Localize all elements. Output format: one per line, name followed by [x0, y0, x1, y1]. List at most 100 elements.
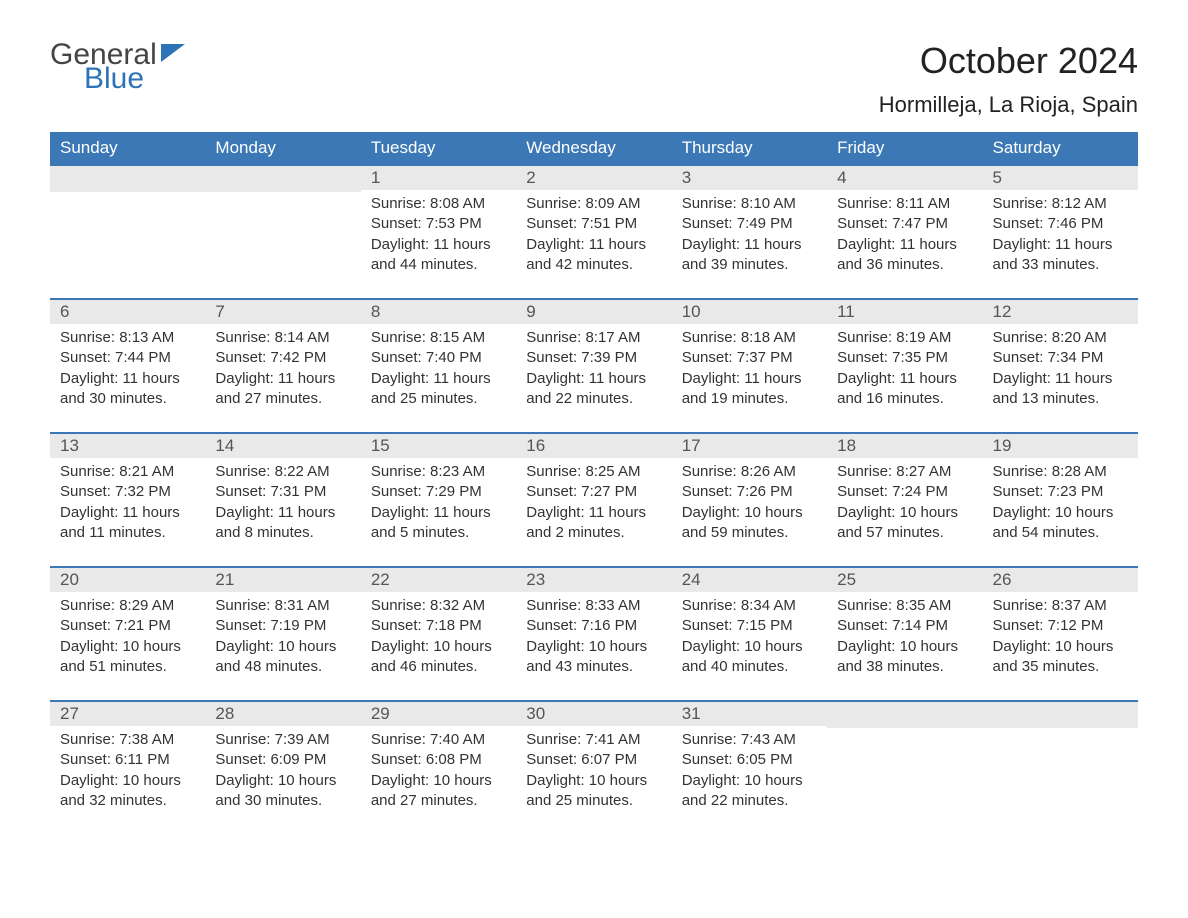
- day-body: Sunrise: 8:31 AMSunset: 7:19 PMDaylight:…: [205, 592, 360, 687]
- day-body: Sunrise: 8:19 AMSunset: 7:35 PMDaylight:…: [827, 324, 982, 419]
- sunset-text: Sunset: 7:26 PM: [682, 482, 817, 502]
- calendar-day: 25Sunrise: 8:35 AMSunset: 7:14 PMDayligh…: [827, 568, 982, 700]
- calendar-day: 23Sunrise: 8:33 AMSunset: 7:16 PMDayligh…: [516, 568, 671, 700]
- calendar-day: 18Sunrise: 8:27 AMSunset: 7:24 PMDayligh…: [827, 434, 982, 566]
- sunset-text: Sunset: 7:24 PM: [837, 482, 972, 502]
- sunset-text: Sunset: 7:39 PM: [526, 348, 661, 368]
- calendar-day: 19Sunrise: 8:28 AMSunset: 7:23 PMDayligh…: [983, 434, 1138, 566]
- day-header-row: SundayMondayTuesdayWednesdayThursdayFrid…: [50, 132, 1138, 164]
- calendar-day: 26Sunrise: 8:37 AMSunset: 7:12 PMDayligh…: [983, 568, 1138, 700]
- sunrise-text: Sunrise: 7:39 AM: [215, 730, 350, 750]
- daylight-text: Daylight: 10 hours and 59 minutes.: [682, 503, 817, 544]
- daylight-text: Daylight: 10 hours and 22 minutes.: [682, 771, 817, 812]
- daylight-text: Daylight: 11 hours and 39 minutes.: [682, 235, 817, 276]
- calendar-day: 13Sunrise: 8:21 AMSunset: 7:32 PMDayligh…: [50, 434, 205, 566]
- day-number: 29: [361, 702, 516, 726]
- calendar-day: 15Sunrise: 8:23 AMSunset: 7:29 PMDayligh…: [361, 434, 516, 566]
- logo-line2: Blue: [84, 64, 185, 94]
- sunrise-text: Sunrise: 8:12 AM: [993, 194, 1128, 214]
- day-number: 22: [361, 568, 516, 592]
- day-number: 26: [983, 568, 1138, 592]
- sunrise-text: Sunrise: 8:22 AM: [215, 462, 350, 482]
- sunrise-text: Sunrise: 8:33 AM: [526, 596, 661, 616]
- day-body: Sunrise: 8:27 AMSunset: 7:24 PMDaylight:…: [827, 458, 982, 553]
- daylight-text: Daylight: 11 hours and 42 minutes.: [526, 235, 661, 276]
- day-header: Tuesday: [361, 132, 516, 164]
- daylight-text: Daylight: 10 hours and 25 minutes.: [526, 771, 661, 812]
- day-body: Sunrise: 8:33 AMSunset: 7:16 PMDaylight:…: [516, 592, 671, 687]
- day-body: Sunrise: 8:10 AMSunset: 7:49 PMDaylight:…: [672, 190, 827, 285]
- calendar-day: 27Sunrise: 7:38 AMSunset: 6:11 PMDayligh…: [50, 702, 205, 834]
- sunset-text: Sunset: 7:44 PM: [60, 348, 195, 368]
- day-body: Sunrise: 8:22 AMSunset: 7:31 PMDaylight:…: [205, 458, 360, 553]
- day-body: Sunrise: 7:39 AMSunset: 6:09 PMDaylight:…: [205, 726, 360, 821]
- sunset-text: Sunset: 7:21 PM: [60, 616, 195, 636]
- day-number: 6: [50, 300, 205, 324]
- logo-flag-icon: [161, 44, 185, 62]
- day-number: 10: [672, 300, 827, 324]
- logo-text: General Blue: [50, 40, 185, 94]
- sunrise-text: Sunrise: 8:18 AM: [682, 328, 817, 348]
- day-number: 14: [205, 434, 360, 458]
- calendar-day: 16Sunrise: 8:25 AMSunset: 7:27 PMDayligh…: [516, 434, 671, 566]
- sunrise-text: Sunrise: 7:38 AM: [60, 730, 195, 750]
- day-header: Saturday: [983, 132, 1138, 164]
- daylight-text: Daylight: 11 hours and 30 minutes.: [60, 369, 195, 410]
- calendar-day: 7Sunrise: 8:14 AMSunset: 7:42 PMDaylight…: [205, 300, 360, 432]
- daylight-text: Daylight: 10 hours and 30 minutes.: [215, 771, 350, 812]
- calendar-day: 28Sunrise: 7:39 AMSunset: 6:09 PMDayligh…: [205, 702, 360, 834]
- sunrise-text: Sunrise: 8:28 AM: [993, 462, 1128, 482]
- sunset-text: Sunset: 6:08 PM: [371, 750, 506, 770]
- sunrise-text: Sunrise: 8:35 AM: [837, 596, 972, 616]
- day-body: Sunrise: 8:21 AMSunset: 7:32 PMDaylight:…: [50, 458, 205, 553]
- sunset-text: Sunset: 7:15 PM: [682, 616, 817, 636]
- sunrise-text: Sunrise: 8:14 AM: [215, 328, 350, 348]
- calendar-day: 2Sunrise: 8:09 AMSunset: 7:51 PMDaylight…: [516, 166, 671, 298]
- sunset-text: Sunset: 6:05 PM: [682, 750, 817, 770]
- calendar-day: 31Sunrise: 7:43 AMSunset: 6:05 PMDayligh…: [672, 702, 827, 834]
- daylight-text: Daylight: 11 hours and 2 minutes.: [526, 503, 661, 544]
- daylight-text: Daylight: 11 hours and 27 minutes.: [215, 369, 350, 410]
- day-body: Sunrise: 8:28 AMSunset: 7:23 PMDaylight:…: [983, 458, 1138, 553]
- day-number: 30: [516, 702, 671, 726]
- day-number: 5: [983, 166, 1138, 190]
- sunrise-text: Sunrise: 7:43 AM: [682, 730, 817, 750]
- sunrise-text: Sunrise: 8:10 AM: [682, 194, 817, 214]
- daylight-text: Daylight: 11 hours and 33 minutes.: [993, 235, 1128, 276]
- month-title: October 2024: [879, 40, 1138, 82]
- sunrise-text: Sunrise: 8:29 AM: [60, 596, 195, 616]
- day-header: Monday: [205, 132, 360, 164]
- sunset-text: Sunset: 7:47 PM: [837, 214, 972, 234]
- sunset-text: Sunset: 7:31 PM: [215, 482, 350, 502]
- day-body: Sunrise: 8:14 AMSunset: 7:42 PMDaylight:…: [205, 324, 360, 419]
- sunset-text: Sunset: 7:42 PM: [215, 348, 350, 368]
- daylight-text: Daylight: 10 hours and 48 minutes.: [215, 637, 350, 678]
- day-number: 16: [516, 434, 671, 458]
- sunset-text: Sunset: 7:19 PM: [215, 616, 350, 636]
- sunrise-text: Sunrise: 8:25 AM: [526, 462, 661, 482]
- sunrise-text: Sunrise: 8:11 AM: [837, 194, 972, 214]
- daylight-text: Daylight: 10 hours and 46 minutes.: [371, 637, 506, 678]
- sunset-text: Sunset: 7:16 PM: [526, 616, 661, 636]
- calendar-day: 21Sunrise: 8:31 AMSunset: 7:19 PMDayligh…: [205, 568, 360, 700]
- daylight-text: Daylight: 11 hours and 5 minutes.: [371, 503, 506, 544]
- daylight-text: Daylight: 11 hours and 16 minutes.: [837, 369, 972, 410]
- day-body: Sunrise: 8:18 AMSunset: 7:37 PMDaylight:…: [672, 324, 827, 419]
- day-body: Sunrise: 8:29 AMSunset: 7:21 PMDaylight:…: [50, 592, 205, 687]
- calendar-day: 1Sunrise: 8:08 AMSunset: 7:53 PMDaylight…: [361, 166, 516, 298]
- sunrise-text: Sunrise: 8:15 AM: [371, 328, 506, 348]
- day-number: 13: [50, 434, 205, 458]
- sunset-text: Sunset: 7:49 PM: [682, 214, 817, 234]
- daylight-text: Daylight: 10 hours and 43 minutes.: [526, 637, 661, 678]
- calendar-day: 8Sunrise: 8:15 AMSunset: 7:40 PMDaylight…: [361, 300, 516, 432]
- day-body: Sunrise: 8:32 AMSunset: 7:18 PMDaylight:…: [361, 592, 516, 687]
- day-number: 8: [361, 300, 516, 324]
- sunrise-text: Sunrise: 7:40 AM: [371, 730, 506, 750]
- day-body: Sunrise: 8:11 AMSunset: 7:47 PMDaylight:…: [827, 190, 982, 285]
- daylight-text: Daylight: 11 hours and 13 minutes.: [993, 369, 1128, 410]
- daylight-text: Daylight: 10 hours and 57 minutes.: [837, 503, 972, 544]
- sunrise-text: Sunrise: 8:17 AM: [526, 328, 661, 348]
- sunrise-text: Sunrise: 8:08 AM: [371, 194, 506, 214]
- sunrise-text: Sunrise: 8:13 AM: [60, 328, 195, 348]
- day-number: 1: [361, 166, 516, 190]
